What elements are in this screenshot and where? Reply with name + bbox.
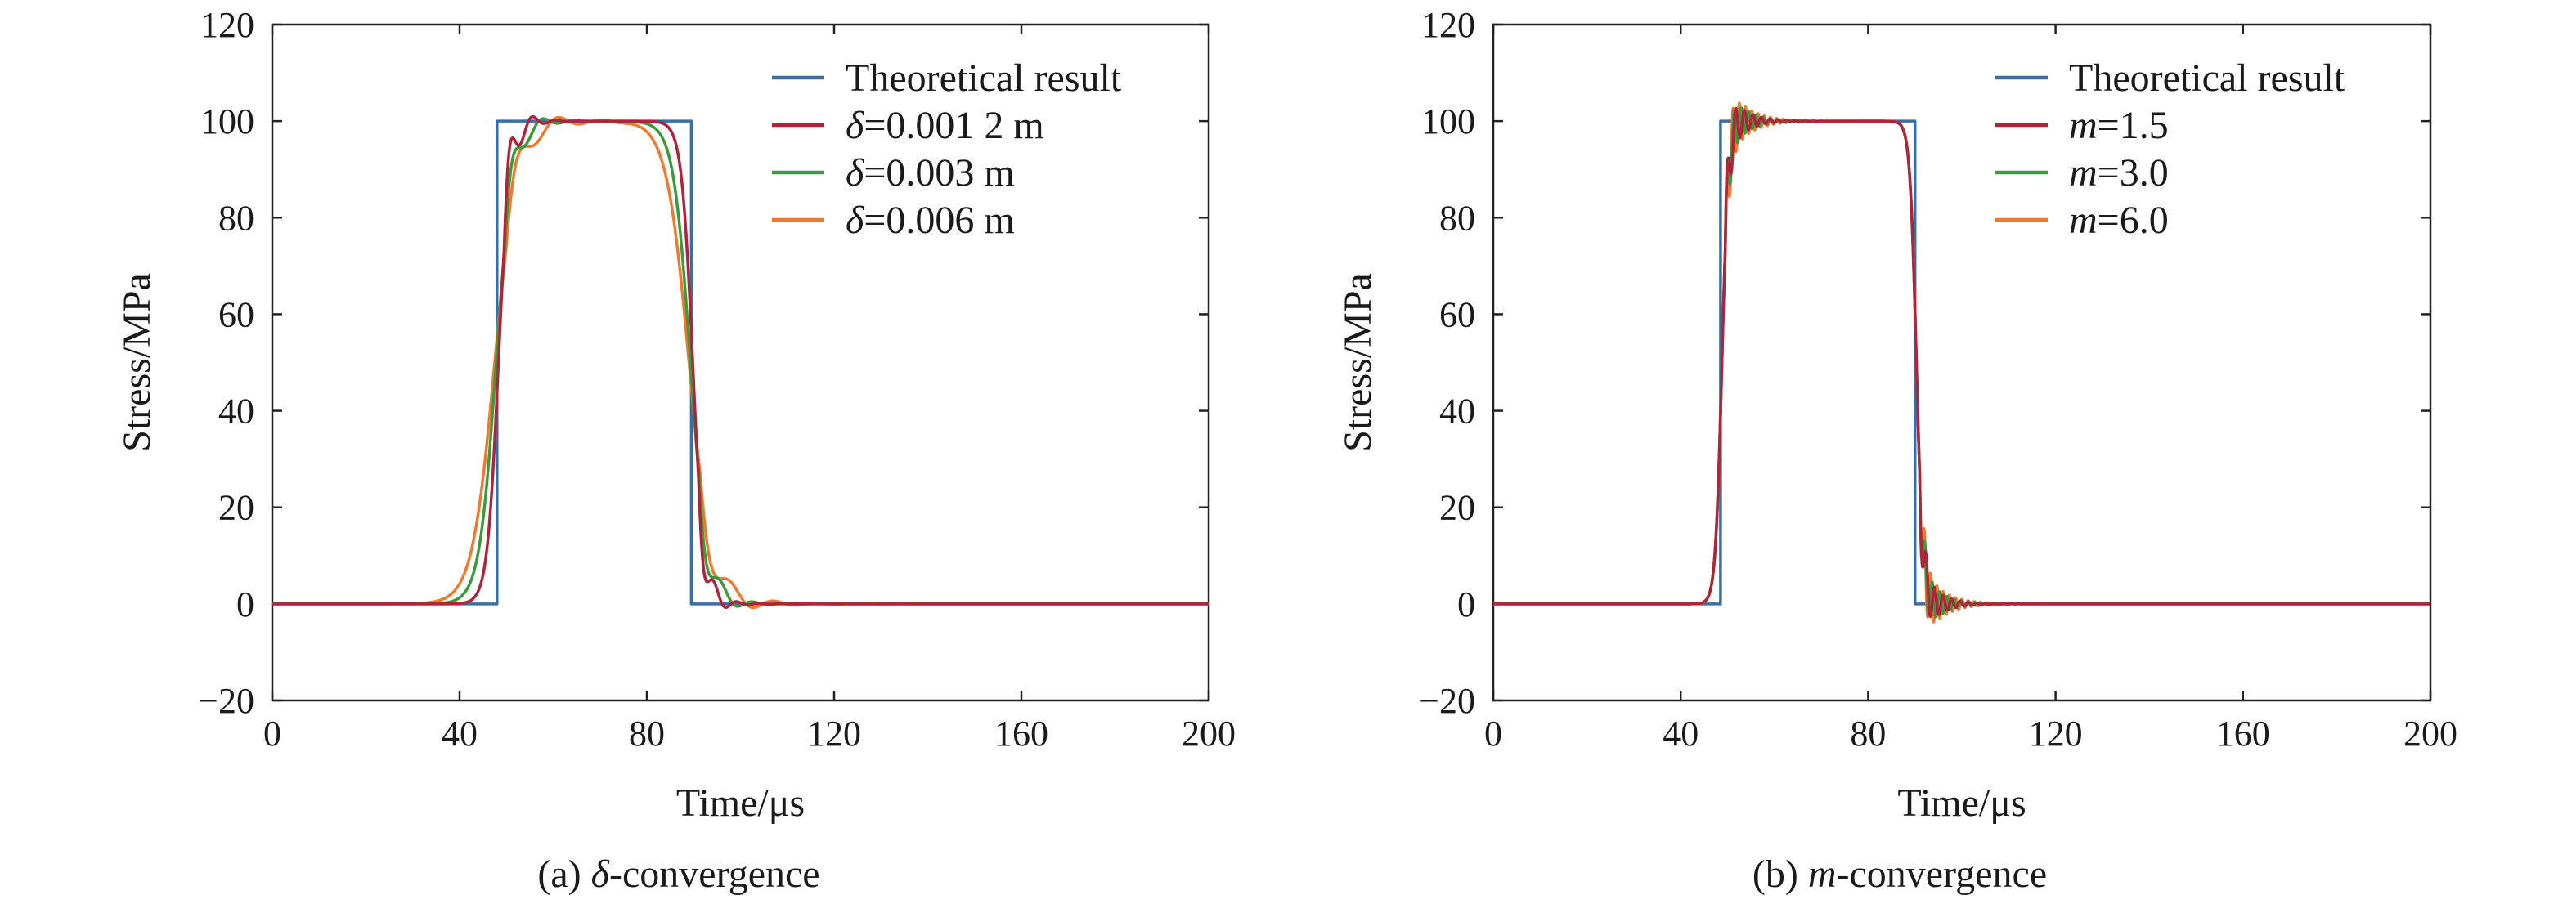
- y-tick-label: 100: [1421, 101, 1475, 141]
- y-tick-label: 20: [1439, 488, 1475, 528]
- x-tick-label: 200: [2403, 714, 2457, 754]
- panel-caption: (b) m-convergence: [1752, 853, 2047, 896]
- legend-entry: m=1.5: [2069, 104, 2169, 147]
- legend-entry: Theoretical result: [846, 56, 1122, 100]
- y-axis-label: Stress/MPa: [115, 273, 159, 452]
- x-tick-label: 0: [1484, 714, 1502, 754]
- x-axis-label: Time/μs: [676, 781, 805, 825]
- y-tick-label: 60: [1439, 294, 1475, 334]
- y-tick-label: 120: [200, 5, 254, 45]
- legend-entry: m=3.0: [2069, 151, 2169, 195]
- x-tick-label: 120: [807, 714, 861, 754]
- y-tick-label: 60: [218, 294, 254, 334]
- legend-entry: Theoretical result: [2069, 56, 2345, 100]
- series-line-1: [272, 114, 1209, 609]
- y-tick-label: 0: [1457, 584, 1475, 624]
- legend-entry: m=6.0: [2069, 199, 2169, 242]
- x-tick-label: 80: [629, 714, 665, 754]
- chart-panel-b: 0 40 80 120 160 200−20020406080100120Time/μsS…: [1336, 5, 2457, 896]
- series-line-1: [1493, 106, 2430, 619]
- panel-caption: (a) δ-convergence: [537, 853, 819, 896]
- x-tick-label: 160: [994, 714, 1048, 754]
- series-line-3: [272, 115, 1209, 610]
- x-axis-label: Time/μs: [1897, 781, 2026, 825]
- y-tick-label: 120: [1421, 5, 1475, 45]
- x-tick-label: 160: [2216, 714, 2270, 754]
- y-tick-label: 80: [1439, 198, 1475, 238]
- x-tick-label: 40: [1663, 714, 1699, 754]
- y-tick-label: 40: [1439, 392, 1475, 432]
- y-tick-label: 0: [236, 584, 254, 624]
- y-axis-label: Stress/MPa: [1336, 273, 1380, 452]
- y-tick-label: −20: [198, 681, 254, 721]
- series-line-2: [1493, 106, 2430, 619]
- legend-entry: δ=0.001 2 m: [846, 104, 1044, 147]
- x-tick-label: 200: [1182, 714, 1236, 754]
- y-tick-label: 20: [218, 488, 254, 528]
- y-tick-label: −20: [1419, 681, 1475, 721]
- x-tick-label: 120: [2029, 714, 2083, 754]
- x-tick-label: 0: [263, 714, 281, 754]
- chart-panel-a: 0 40 80 120 160 200−20020406080100120Time/μsS…: [115, 5, 1236, 896]
- plot-frame: [1492, 23, 2432, 702]
- series-line-0: [1493, 119, 2430, 606]
- series-line-2: [272, 117, 1209, 608]
- plot-frame: [271, 23, 1210, 702]
- series-line-0: [272, 119, 1209, 606]
- legend-entry: δ=0.003 m: [846, 151, 1015, 195]
- series-line-3: [1493, 101, 2430, 624]
- x-tick-label: 40: [442, 714, 478, 754]
- y-tick-label: 100: [200, 101, 254, 141]
- y-tick-label: 40: [218, 392, 254, 432]
- y-tick-label: 80: [218, 198, 254, 238]
- x-tick-label: 80: [1850, 714, 1886, 754]
- legend-entry: δ=0.006 m: [846, 199, 1015, 242]
